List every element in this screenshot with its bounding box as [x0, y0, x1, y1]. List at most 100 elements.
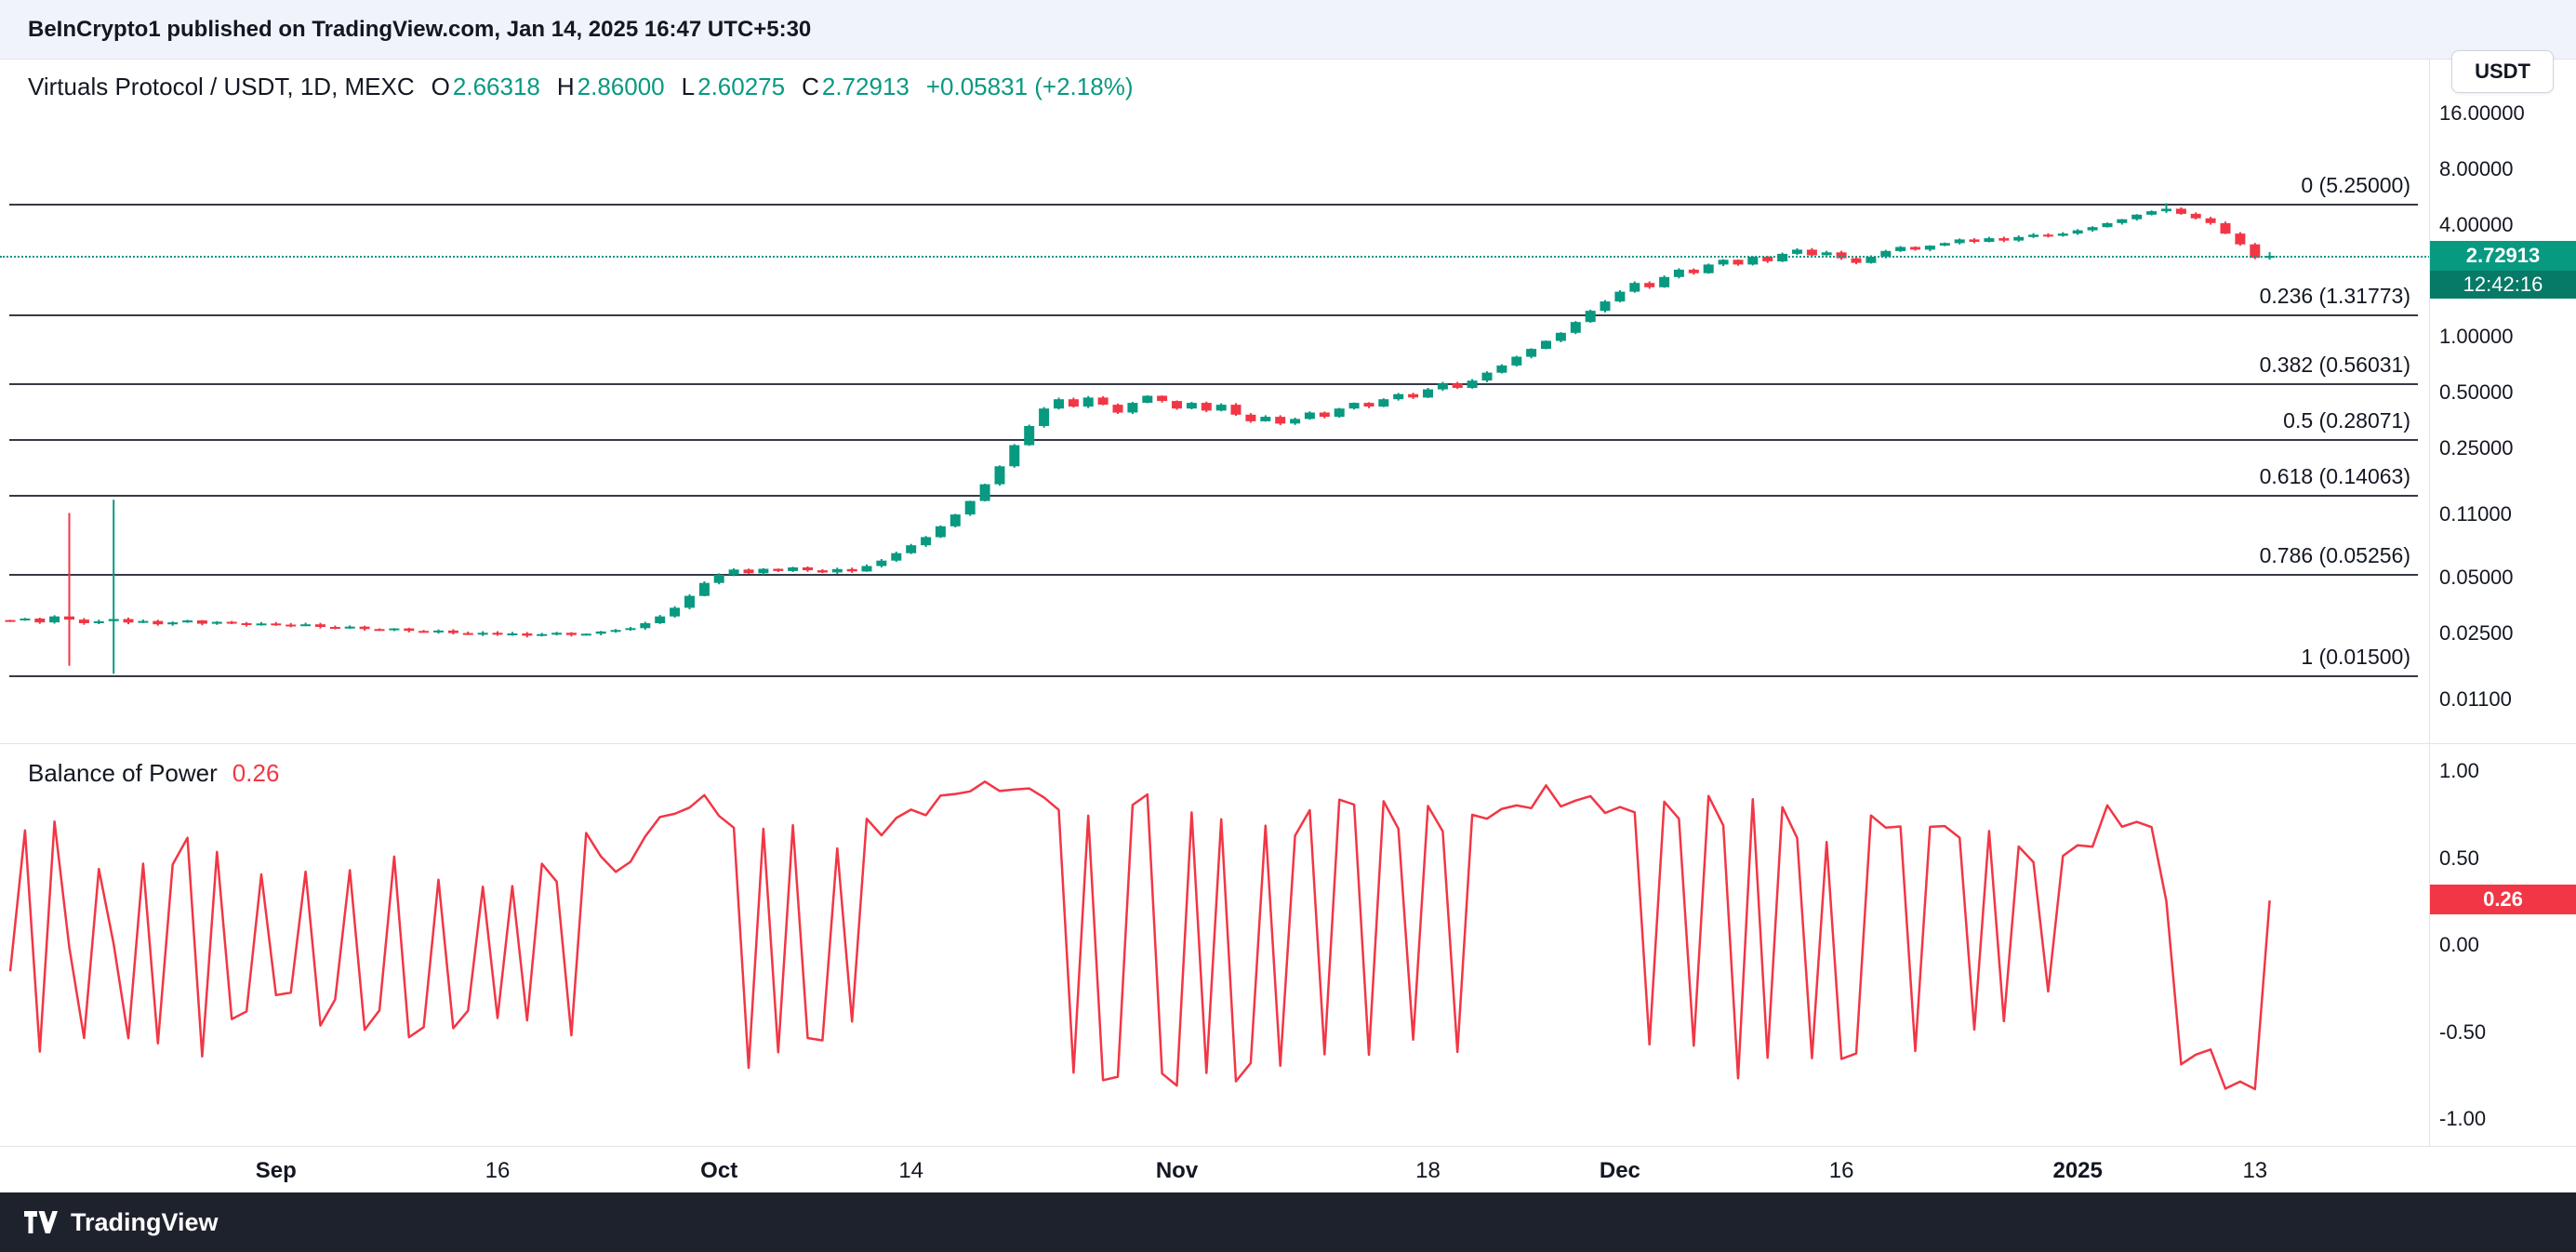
- fib-level-label: 1 (0.01500): [2301, 644, 2410, 669]
- candle-body: [1363, 403, 1374, 407]
- fib-level-label: 0.618 (0.14063): [2259, 463, 2410, 488]
- candle-body: [1733, 260, 1744, 265]
- candle-body: [256, 623, 267, 626]
- candle-body: [1097, 397, 1109, 406]
- candle-body: [846, 568, 857, 572]
- fib-level-line[interactable]: [9, 439, 2418, 441]
- time-axis-label: Sep: [255, 1158, 297, 1183]
- time-axis[interactable]: Sep 16 Oct 14 Nov 18 Dec 16 2025 13: [0, 1147, 2430, 1192]
- candle-body: [1230, 405, 1242, 415]
- candle-body: [1481, 372, 1493, 381]
- fib-level-line[interactable]: [9, 674, 2418, 677]
- candle-body: [1866, 257, 1877, 263]
- candle-body: [625, 628, 636, 631]
- last-price-value: 2.72913: [2430, 241, 2576, 272]
- candle-body: [138, 620, 149, 623]
- candle-body: [522, 633, 533, 636]
- candle-body: [979, 484, 990, 501]
- candle-body: [876, 560, 887, 566]
- fib-level-line[interactable]: [9, 574, 2418, 576]
- last-price-badge: 2.72913 12:42:16: [2430, 241, 2576, 300]
- candle-body: [1762, 257, 1773, 261]
- candle-body: [1659, 276, 1670, 287]
- tradingview-brand[interactable]: TradingView: [71, 1207, 219, 1236]
- fib-level-line[interactable]: [9, 314, 2418, 317]
- bar-countdown: 12:42:16: [2430, 271, 2576, 300]
- fib-level-line[interactable]: [9, 203, 2418, 206]
- candle-body: [153, 620, 164, 625]
- candle-body: [1319, 412, 1330, 418]
- price-axis-label: 0.01100: [2439, 687, 2512, 712]
- candle-body: [1467, 380, 1478, 388]
- candle-body: [196, 620, 207, 624]
- candle-body: [1541, 340, 1551, 349]
- symbol-title[interactable]: Virtuals Protocol / USDT, 1D, MEXC: [28, 73, 415, 100]
- time-axis-label: 16: [485, 1158, 511, 1183]
- candle-body: [2146, 211, 2158, 215]
- candle-body: [1496, 365, 1507, 373]
- chart-area[interactable]: 0 (5.25000) 0.236 (1.31773) 0.382 (0.56031…: [0, 60, 2576, 1192]
- candle-body: [64, 616, 74, 620]
- candle-body: [1924, 246, 1935, 250]
- candlestick-chart[interactable]: [0, 60, 2429, 743]
- price-axis-label: 0.50000: [2439, 380, 2514, 404]
- candle-body: [1629, 283, 1640, 292]
- candle-body: [2190, 213, 2201, 219]
- price-axis-label: 0.25000: [2439, 436, 2514, 460]
- candle-body: [817, 570, 828, 573]
- candle-body: [1334, 408, 1345, 418]
- balance-of-power-chart[interactable]: [0, 743, 2429, 1146]
- candle-body: [1939, 243, 1950, 246]
- attribution-bar: BeInCrypto1 published on TradingView.com…: [0, 0, 2576, 60]
- ohlc-low-label: L: [681, 73, 696, 100]
- indicator-title[interactable]: Balance of Power: [28, 759, 218, 787]
- candle-body: [1836, 252, 1847, 259]
- candle-body: [831, 568, 843, 573]
- ohlc-high-value: 2.86000: [577, 73, 665, 100]
- price-axis-label: 0.11000: [2439, 502, 2512, 526]
- ohlc-close: C 2.72913: [802, 73, 910, 101]
- candle-body: [2102, 222, 2113, 228]
- fib-level-line[interactable]: [9, 383, 2418, 386]
- candle-body: [551, 633, 563, 635]
- candle-body: [1024, 426, 1035, 446]
- fib-level-line[interactable]: [9, 494, 2418, 497]
- fib-level-label: 0.786 (0.05256): [2259, 543, 2410, 567]
- candle-body: [2220, 222, 2231, 234]
- candle-body: [595, 631, 606, 634]
- candle-body: [167, 622, 179, 625]
- candle-body: [861, 566, 872, 572]
- candle-body: [2131, 214, 2143, 220]
- time-axis-label: Nov: [1155, 1158, 1199, 1183]
- currency-toggle-button[interactable]: USDT: [2451, 50, 2554, 93]
- time-axis-label: 18: [1415, 1158, 1441, 1183]
- candle-body: [1747, 257, 1759, 265]
- candle-body: [1260, 417, 1271, 421]
- symbol-legend: Virtuals Protocol / USDT, 1D, MEXC O 2.66…: [28, 73, 1133, 101]
- candle-body: [684, 595, 695, 608]
- candle-body: [1688, 269, 1699, 273]
- candle-body: [1792, 249, 1802, 254]
- attribution-text: BeInCrypto1 published on TradingView.com…: [28, 16, 812, 42]
- candle-body: [935, 526, 946, 538]
- candle-body: [1585, 311, 1596, 323]
- candle-body: [211, 621, 222, 624]
- pane-separator[interactable]: [0, 743, 2576, 744]
- candle-body: [670, 607, 681, 617]
- price-axis[interactable]: 2.72913 12:42:16 0.26 16.00000 8.00000 4.0…: [2429, 60, 2576, 1192]
- tradingview-logo-icon[interactable]: [24, 1211, 58, 1233]
- candle-body: [1969, 239, 1980, 242]
- candle-body: [315, 624, 325, 627]
- candle-body: [2235, 233, 2246, 245]
- ohlc-low-value: 2.60275: [697, 73, 786, 100]
- indicator-axis-label: 0.00: [2439, 933, 2479, 956]
- candle-body: [2087, 227, 2098, 231]
- candle-body: [743, 569, 754, 574]
- candle-body: [344, 626, 355, 629]
- candle-body: [2057, 233, 2068, 236]
- candle-body: [891, 553, 902, 561]
- candle-body: [1644, 283, 1655, 287]
- footer-bar: TradingView: [0, 1192, 2576, 1252]
- candle-body: [1157, 395, 1168, 402]
- candle-body: [329, 627, 340, 629]
